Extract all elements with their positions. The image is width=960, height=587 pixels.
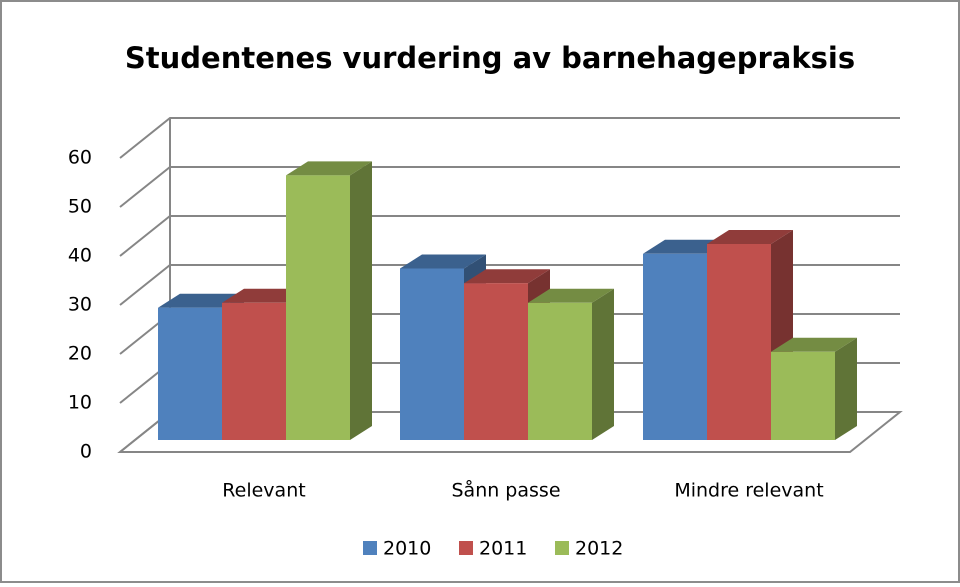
bar <box>464 283 528 440</box>
grid-line <box>119 117 900 159</box>
bar <box>707 244 771 440</box>
legend-swatch <box>459 541 473 555</box>
bar-top <box>286 161 372 176</box>
y-tick-label: 10 <box>68 392 92 414</box>
bar <box>771 351 835 440</box>
x-tick-label: Sånn passe <box>451 479 560 502</box>
bar <box>222 302 286 440</box>
bar-top <box>400 254 486 269</box>
legend-label: 2012 <box>575 538 623 560</box>
bar-top <box>464 269 550 284</box>
legend-swatch <box>555 541 569 555</box>
bar-side <box>592 288 614 440</box>
bar <box>643 253 707 440</box>
y-tick-label: 60 <box>68 147 92 169</box>
y-tick-label: 30 <box>68 294 92 316</box>
bar-top <box>771 337 857 352</box>
bar <box>286 175 350 440</box>
x-tick-label: Mindre relevant <box>674 480 823 502</box>
legend-label: 2010 <box>383 538 431 560</box>
y-tick-label: 50 <box>68 196 92 218</box>
y-tick-label: 20 <box>68 343 92 365</box>
bar <box>528 302 592 440</box>
y-tick-label: 0 <box>80 441 92 463</box>
x-tick-label: Relevant <box>222 480 305 502</box>
bar-top <box>528 288 614 303</box>
bar-side <box>350 161 372 440</box>
bar <box>400 268 464 440</box>
bar-top <box>707 230 793 244</box>
grid-line <box>119 215 900 257</box>
bar <box>158 307 222 440</box>
legend-label: 2011 <box>479 538 527 560</box>
legend-swatch <box>363 541 377 555</box>
grid-line <box>119 166 900 208</box>
chart-title: Studentenes vurdering av barnehagepraksi… <box>125 41 855 75</box>
bar-side <box>835 337 857 440</box>
y-tick-label: 40 <box>68 245 92 267</box>
